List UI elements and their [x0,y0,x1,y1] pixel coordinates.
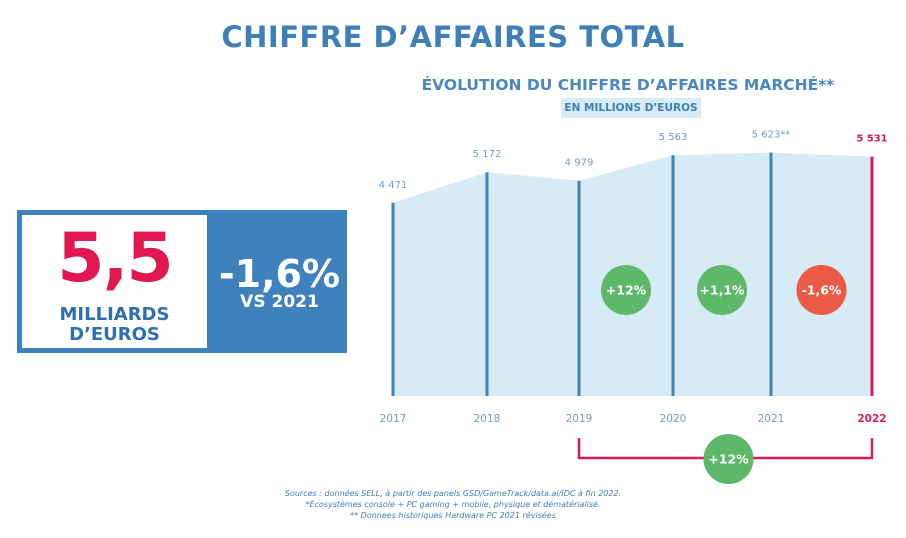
point-label-2018: 5 172 [473,149,502,160]
chart-subtitle: EN MILLIONS D’EUROS [561,98,701,118]
x-tick-2018: 2018 [474,413,501,425]
point-label-2022: 5 531 [856,134,887,145]
footnote-revised: ** Donnees historiques Hardware PC 2021 … [350,511,556,520]
kpi-total-box: 5,5 MILLIARDS D’EUROS [22,215,207,348]
point-label-2017: 4 471 [379,180,408,191]
growth-badge-2019-2020-label: +12% [606,283,647,298]
point-label-2019: 4 979 [565,158,594,169]
kpi-change-value: -1,6% [218,252,341,296]
growth-badge-2020-2021 [697,265,747,315]
kpi-panel: 5,5 MILLIARDS D’EUROS -1,6% VS 2021 [17,210,347,353]
point-label-2021: 5 623** [752,130,791,141]
growth-badge-2021-2022-label: -1,6% [802,283,842,298]
range-growth-badge-label: +12% [708,452,749,467]
growth-badge-2021-2022 [796,265,847,315]
x-tick-2019: 2019 [566,413,593,425]
footnote-sources: Sources : données SELL, à partir des pan… [284,489,622,498]
kpi-unit-line2: D’EUROS [69,324,160,345]
x-tick-2017: 2017 [380,413,407,425]
x-tick-2020: 2020 [660,413,687,425]
x-tick-2021: 2021 [758,413,785,425]
page-title: CHIFFRE D’AFFAIRES TOTAL [221,20,685,54]
chart-title: ÉVOLUTION DU CHIFFRE D’AFFAIRES MARCHÉ** [421,76,835,94]
growth-badge-2020-2021-label: +1,1% [699,283,745,298]
kpi-unit-line1: MILLIARDS [59,304,170,325]
footnote-ecosystems: *Écosystèmes console + PC gaming + mobil… [305,500,601,509]
footnotes: Sources : données SELL, à partir des pan… [200,488,706,521]
x-tick-2022: 2022 [857,413,886,425]
growth-badge-2019-2020 [601,265,651,315]
point-label-2020: 5 563 [659,132,688,143]
kpi-total-value: 5,5 [57,219,173,298]
kpi-comparison-label: VS 2021 [240,292,319,312]
range-growth-badge [703,434,754,484]
